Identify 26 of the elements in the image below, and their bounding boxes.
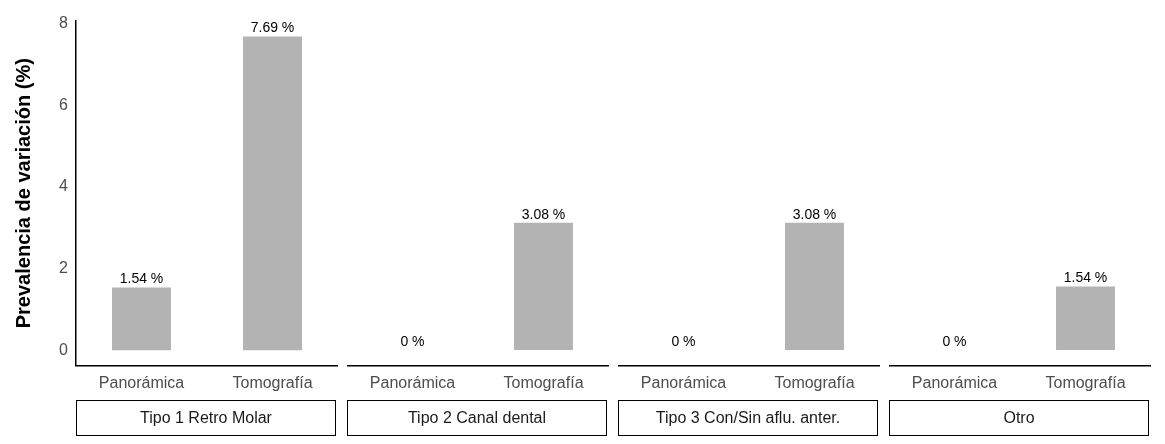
data-label: 7.69 %: [250, 19, 295, 36]
x-tick-label: Panorámica: [911, 373, 998, 391]
data-label: 1.54 %: [1063, 269, 1108, 286]
data-label: 1.54 %: [119, 270, 164, 287]
y-tick-label: 6: [59, 95, 69, 113]
data-label: 0 %: [671, 332, 696, 349]
data-label: 3.08 %: [792, 205, 837, 222]
x-tick-label: Panorámica: [369, 373, 456, 391]
y-tick-label: 4: [59, 177, 69, 195]
x-tick-label: Tomografía: [1045, 373, 1126, 391]
y-tick-label: 2: [59, 259, 69, 277]
text: Otro: [889, 400, 1149, 436]
x-tick-label: Tomografía: [774, 373, 855, 391]
text: Tipo 2 Canal dental: [347, 400, 607, 436]
x-tick-label: Tomografía: [503, 373, 584, 391]
data-label: 0 %: [942, 332, 967, 349]
y-tick-label: 0: [59, 340, 69, 358]
data-label: 0 %: [400, 332, 425, 349]
data-label: 3.08 %: [521, 205, 566, 222]
y-axis-title: Prevalencia de variación (%): [11, 58, 34, 329]
text: Tipo 3 Con/Sin aflu. anter.: [618, 400, 878, 436]
text: Tipo 1 Retro Molar: [76, 400, 336, 436]
y-tick-label: 8: [59, 14, 69, 32]
x-tick-label: Panorámica: [640, 373, 727, 391]
x-tick-label: Panorámica: [98, 373, 185, 391]
x-tick-label: Tomografía: [232, 373, 313, 391]
